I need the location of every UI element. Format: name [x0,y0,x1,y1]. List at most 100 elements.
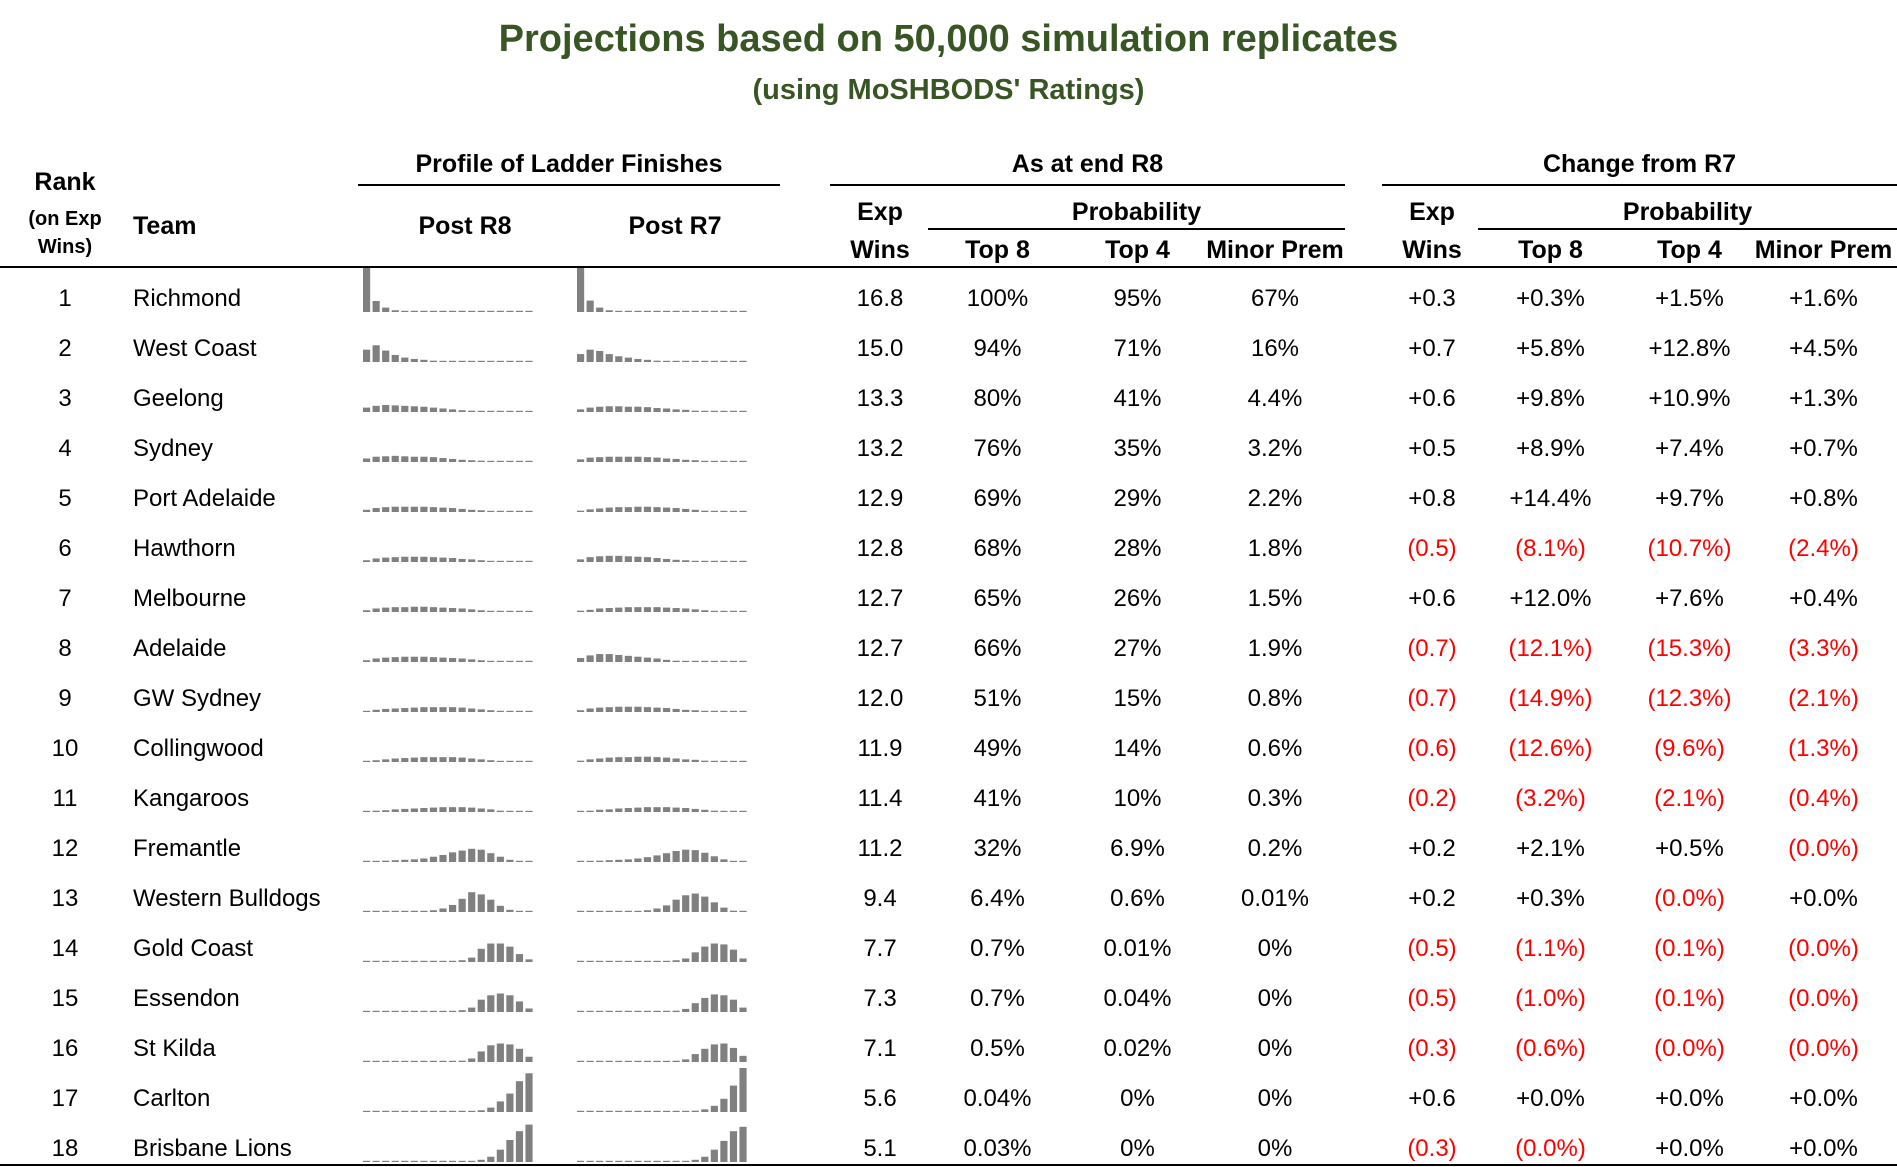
chg-top8-cell: (8.1%) [1515,535,1586,562]
post-r7-bar [739,860,747,862]
post-r7-bar [682,1110,690,1112]
post-r8-bar [363,660,371,662]
post-r8-bar [372,658,380,662]
post-r7-bar [710,1105,718,1112]
post-r7-bar [701,610,709,612]
post-r8-bar [363,458,371,462]
post-r8-bar [420,858,428,862]
post-r7-bar [643,707,652,712]
post-r7-bar [615,310,623,312]
post-r8-bar [506,710,514,712]
post-r7-bar [577,760,585,762]
post-r7-bar [643,857,652,862]
post-r8-sparkline [363,757,533,762]
post-r7-bar [739,958,747,962]
post-r8-bar [458,707,466,712]
post-r8-bar [382,507,390,512]
top8-cell: 94% [973,335,1022,362]
top4-cell: 10% [1113,785,1162,812]
post-r7-bar [653,1160,661,1162]
post-r7-bar [729,610,738,612]
post-r7-sparkline [577,943,747,962]
post-r7-bar [729,1131,738,1162]
post-r7-bar [615,555,623,562]
profile-header: Profile of Ladder Finishes [415,150,723,178]
post-r8-bar [410,808,418,812]
post-r8-bar [487,1045,495,1062]
post-r8-bar [515,610,524,612]
post-r7-bar [739,910,747,912]
post-r8-bar [429,310,438,312]
post-r7-bar [624,808,632,812]
rank-cell: 18 [51,1135,79,1162]
team-cell: Collingwood [133,735,264,762]
post-r8-bar [449,807,457,812]
post-r7-bar [577,268,585,312]
post-r8-bar [401,506,409,512]
profile-underline [358,184,780,186]
post-r8-bar [525,910,533,912]
top4-cell: 0.02% [1103,1035,1172,1062]
post-r7-bar [577,610,585,612]
post-r8-bar [429,1010,438,1012]
post-r7-bar [653,855,661,862]
post-r7-bar [720,460,728,462]
post-r8-bar [410,456,418,462]
minor-prem-cell: 0% [1257,1035,1293,1062]
post-r7-bar [729,560,738,562]
post-r7-bar [624,1010,632,1012]
post-r8-bar [525,460,533,462]
post-r8-bar [420,960,428,962]
team-cell: Geelong [133,385,224,412]
post-r8-bar [496,810,504,812]
chg-exp-wins-cell: (0.3) [1407,1035,1457,1062]
post-r8-bar [506,1044,514,1062]
post-r7-bar [672,458,680,462]
team-cell: Fremantle [133,835,242,862]
post-r7-bar [739,810,747,812]
post-r7-bar [596,351,604,362]
post-r7-bar [577,960,585,962]
post-r8-header: Post R8 [418,212,512,240]
rank-cell: 3 [58,385,72,412]
post-r7-bar [586,1160,594,1162]
post-r8-bar [458,608,466,612]
post-r8-bar [410,406,418,412]
post-r8-bar [382,910,390,912]
post-r7-bar [624,1110,632,1112]
post-r7-bar [653,908,661,912]
post-r7-bar [643,910,652,912]
top8-cell: 6.4% [970,885,1025,912]
post-r7-bar [586,655,594,662]
post-r7-bar [720,360,728,362]
post-r8-bar [420,310,428,312]
post-r8-bar [458,1010,466,1012]
top4-cell: 0% [1120,1135,1155,1162]
post-r8-bar [420,359,428,362]
post-r8-bar [401,357,409,362]
post-r7-bar [710,1044,718,1062]
post-r8-bar [439,757,447,762]
post-r7-bar [691,893,699,912]
post-r8-bar [496,510,504,512]
post-r7-bar [586,1110,594,1112]
chg-exp-wins-cell: +0.6 [1408,385,1456,412]
chg-exp-wins-cell: +0.2 [1408,885,1456,912]
post-r8-bar [487,899,495,912]
post-r8-bar [363,610,371,612]
post-r8-bar [382,607,390,612]
post-r7-bar [739,310,747,312]
post-r8-bar [487,510,495,512]
post-r8-bar [420,1060,428,1062]
rank-cell: 6 [58,535,72,562]
chg-minor-prem-cell: +0.7% [1789,435,1858,462]
post-r7-bar [672,758,680,762]
post-r7-bar [605,1110,613,1112]
post-r8-bar [429,910,438,912]
post-r8-bar [401,656,409,662]
post-r7-bar [577,409,585,412]
post-r7-bar [643,457,652,462]
post-r7-bar [586,1010,594,1012]
post-r7-bar [634,1010,642,1012]
post-r7-bar [577,1060,585,1062]
